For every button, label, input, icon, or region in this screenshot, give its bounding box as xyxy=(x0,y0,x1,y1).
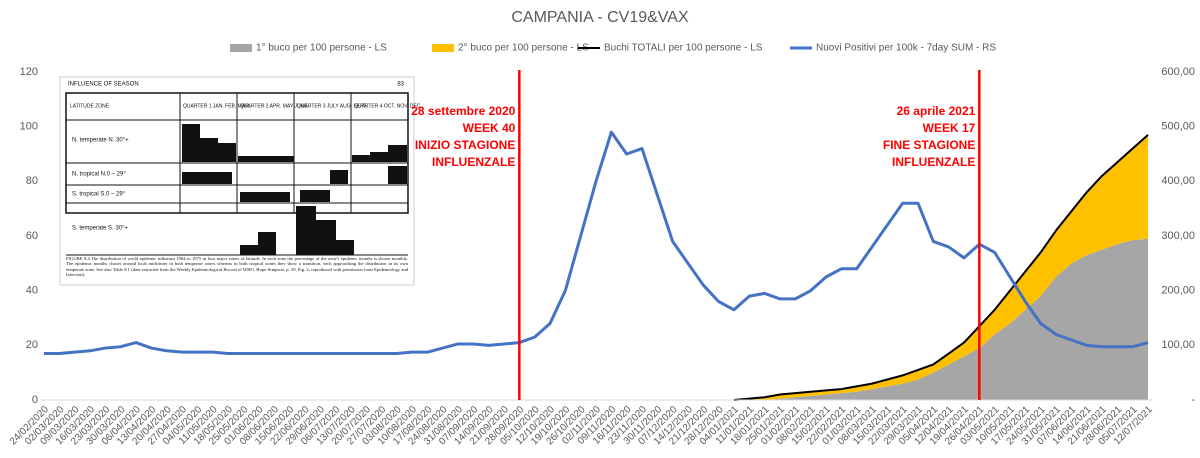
legend-label: 2° buco per 100 persone - LS xyxy=(458,43,589,54)
inset-header: INFLUENCE OF SEASON xyxy=(68,82,139,88)
inset-zone-label: N. tropical N.0 – 29° xyxy=(72,172,126,178)
inset-caption-box: FIGURE 8.4 The distribution of world epi… xyxy=(66,256,408,277)
y2-tick-label: 100,00 xyxy=(1161,339,1195,351)
legend-label: Nuovi Positivi per 100k - 7day SUM - RS xyxy=(816,43,996,54)
plot-area xyxy=(44,130,1149,401)
legend-label: Buchi TOTALI per 100 persone - LS xyxy=(604,43,763,54)
y-tick-label: 80 xyxy=(26,175,38,187)
y2-tick-label: - xyxy=(1191,394,1195,406)
annotation-text: INIZIO STAGIONE xyxy=(415,138,515,152)
y2-tick-label: 200,00 xyxy=(1161,285,1195,297)
y2-tick-label: 300,00 xyxy=(1161,230,1195,242)
line xyxy=(44,130,1149,356)
annotation-text: FINE STAGIONE xyxy=(883,138,975,152)
inset-zone-label: S. tropical S.0 – 29° xyxy=(72,192,126,198)
inset-caption: FIGURE 8.4 The distribution of world epi… xyxy=(66,256,408,277)
y2-tick-label: 400,00 xyxy=(1161,175,1195,187)
y-tick-label: 40 xyxy=(26,285,38,297)
inset-zone-label: N. temperate N. 30°+ xyxy=(72,138,129,144)
annotation-text: WEEK 17 xyxy=(923,121,976,135)
annotation-text: WEEK 40 xyxy=(463,121,516,135)
chart-title: CAMPANIA - CV19&VAX xyxy=(511,9,689,26)
legend-swatch xyxy=(432,44,454,52)
y2-tick-label: 600,00 xyxy=(1161,66,1195,78)
inset-page: 83 xyxy=(397,82,404,88)
area xyxy=(734,238,1148,400)
area xyxy=(734,134,1148,400)
inset-bars xyxy=(182,124,407,255)
y-tick-label: 120 xyxy=(20,66,38,78)
line xyxy=(733,134,1149,401)
inset-column-label: QUARTER 2 APR. MAY JUNE xyxy=(240,103,308,109)
y-tick-label: 0 xyxy=(32,394,38,406)
inset-column-label: QUARTER 1 JAN. FEB. MAR. xyxy=(183,103,250,109)
annotation-text: INFLUENZALE xyxy=(892,155,975,169)
y-tick-label: 100 xyxy=(20,121,38,133)
y-tick-label: 60 xyxy=(26,230,38,242)
y2-tick-label: 500,00 xyxy=(1161,121,1195,133)
inset-column-label: QUARTER 3 JULY AUG. SEPT. xyxy=(297,103,367,109)
inset-figure: INFLUENCE OF SEASON 83 LATITUDE ZONE QUAR… xyxy=(59,76,422,286)
inset-zone-label: S. temperate S. 30°+ xyxy=(72,226,128,232)
annotation-text: 28 settembre 2020 xyxy=(411,104,515,118)
annotation-text: INFLUENZALE xyxy=(432,155,515,169)
inset-column-label: QUARTER 4 OCT. NOV. DEC. xyxy=(354,103,422,109)
legend-label: 1° buco per 100 persone - LS xyxy=(256,43,387,54)
inset-grid xyxy=(66,93,408,213)
legend-swatch xyxy=(230,44,252,52)
inset-column-label: LATITUDE ZONE xyxy=(70,103,110,109)
y-tick-label: 20 xyxy=(26,339,38,351)
annotation-text: 26 aprile 2021 xyxy=(897,104,976,118)
